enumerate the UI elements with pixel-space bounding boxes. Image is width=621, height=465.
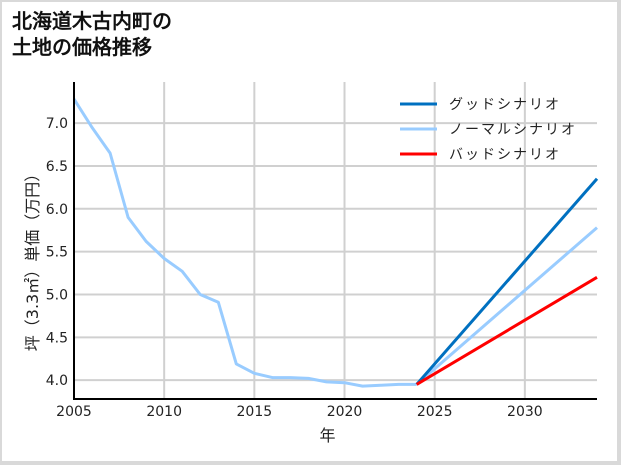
axes (73, 82, 597, 400)
tick-labels: 2005 2010 2015 2020 2025 2030 4.0 4.5 5.0 5.5 6.0 6… (46, 116, 543, 420)
x-tick-label: 2020 (327, 404, 363, 420)
chart-title: 北海道木古内町の 土地の価格推移 (12, 9, 172, 59)
series-line (415, 226, 598, 386)
y-tick-label: 5.0 (46, 287, 68, 303)
grid-lines (74, 82, 597, 399)
legend-label: グッドシナリオ (449, 97, 561, 113)
y-tick-label: 6.0 (46, 202, 68, 218)
x-tick-label: 2005 (56, 404, 92, 420)
x-tick-label: 2030 (507, 404, 543, 420)
series-line (72, 98, 417, 388)
y-tick-label: 5.5 (46, 245, 68, 261)
series-line (415, 276, 598, 386)
y-tick-label: 4.0 (46, 373, 68, 389)
data-series (72, 98, 599, 388)
legend-label: バッドシナリオ (449, 147, 561, 163)
x-tick-label: 2025 (417, 404, 453, 420)
x-axis-label: 年 (319, 426, 335, 445)
chart-frame (2, 2, 617, 461)
y-axis-label: 坪（3.3㎡）単価（万円） (23, 166, 42, 351)
legend-label: ノーマルシナリオ (449, 122, 577, 138)
y-tick-label: 4.5 (46, 330, 68, 346)
x-tick-label: 2015 (237, 404, 273, 420)
y-tick-label: 6.5 (46, 159, 68, 175)
series-line (415, 177, 599, 386)
x-tick-label: 2010 (146, 404, 182, 420)
y-tick-label: 7.0 (46, 116, 68, 132)
